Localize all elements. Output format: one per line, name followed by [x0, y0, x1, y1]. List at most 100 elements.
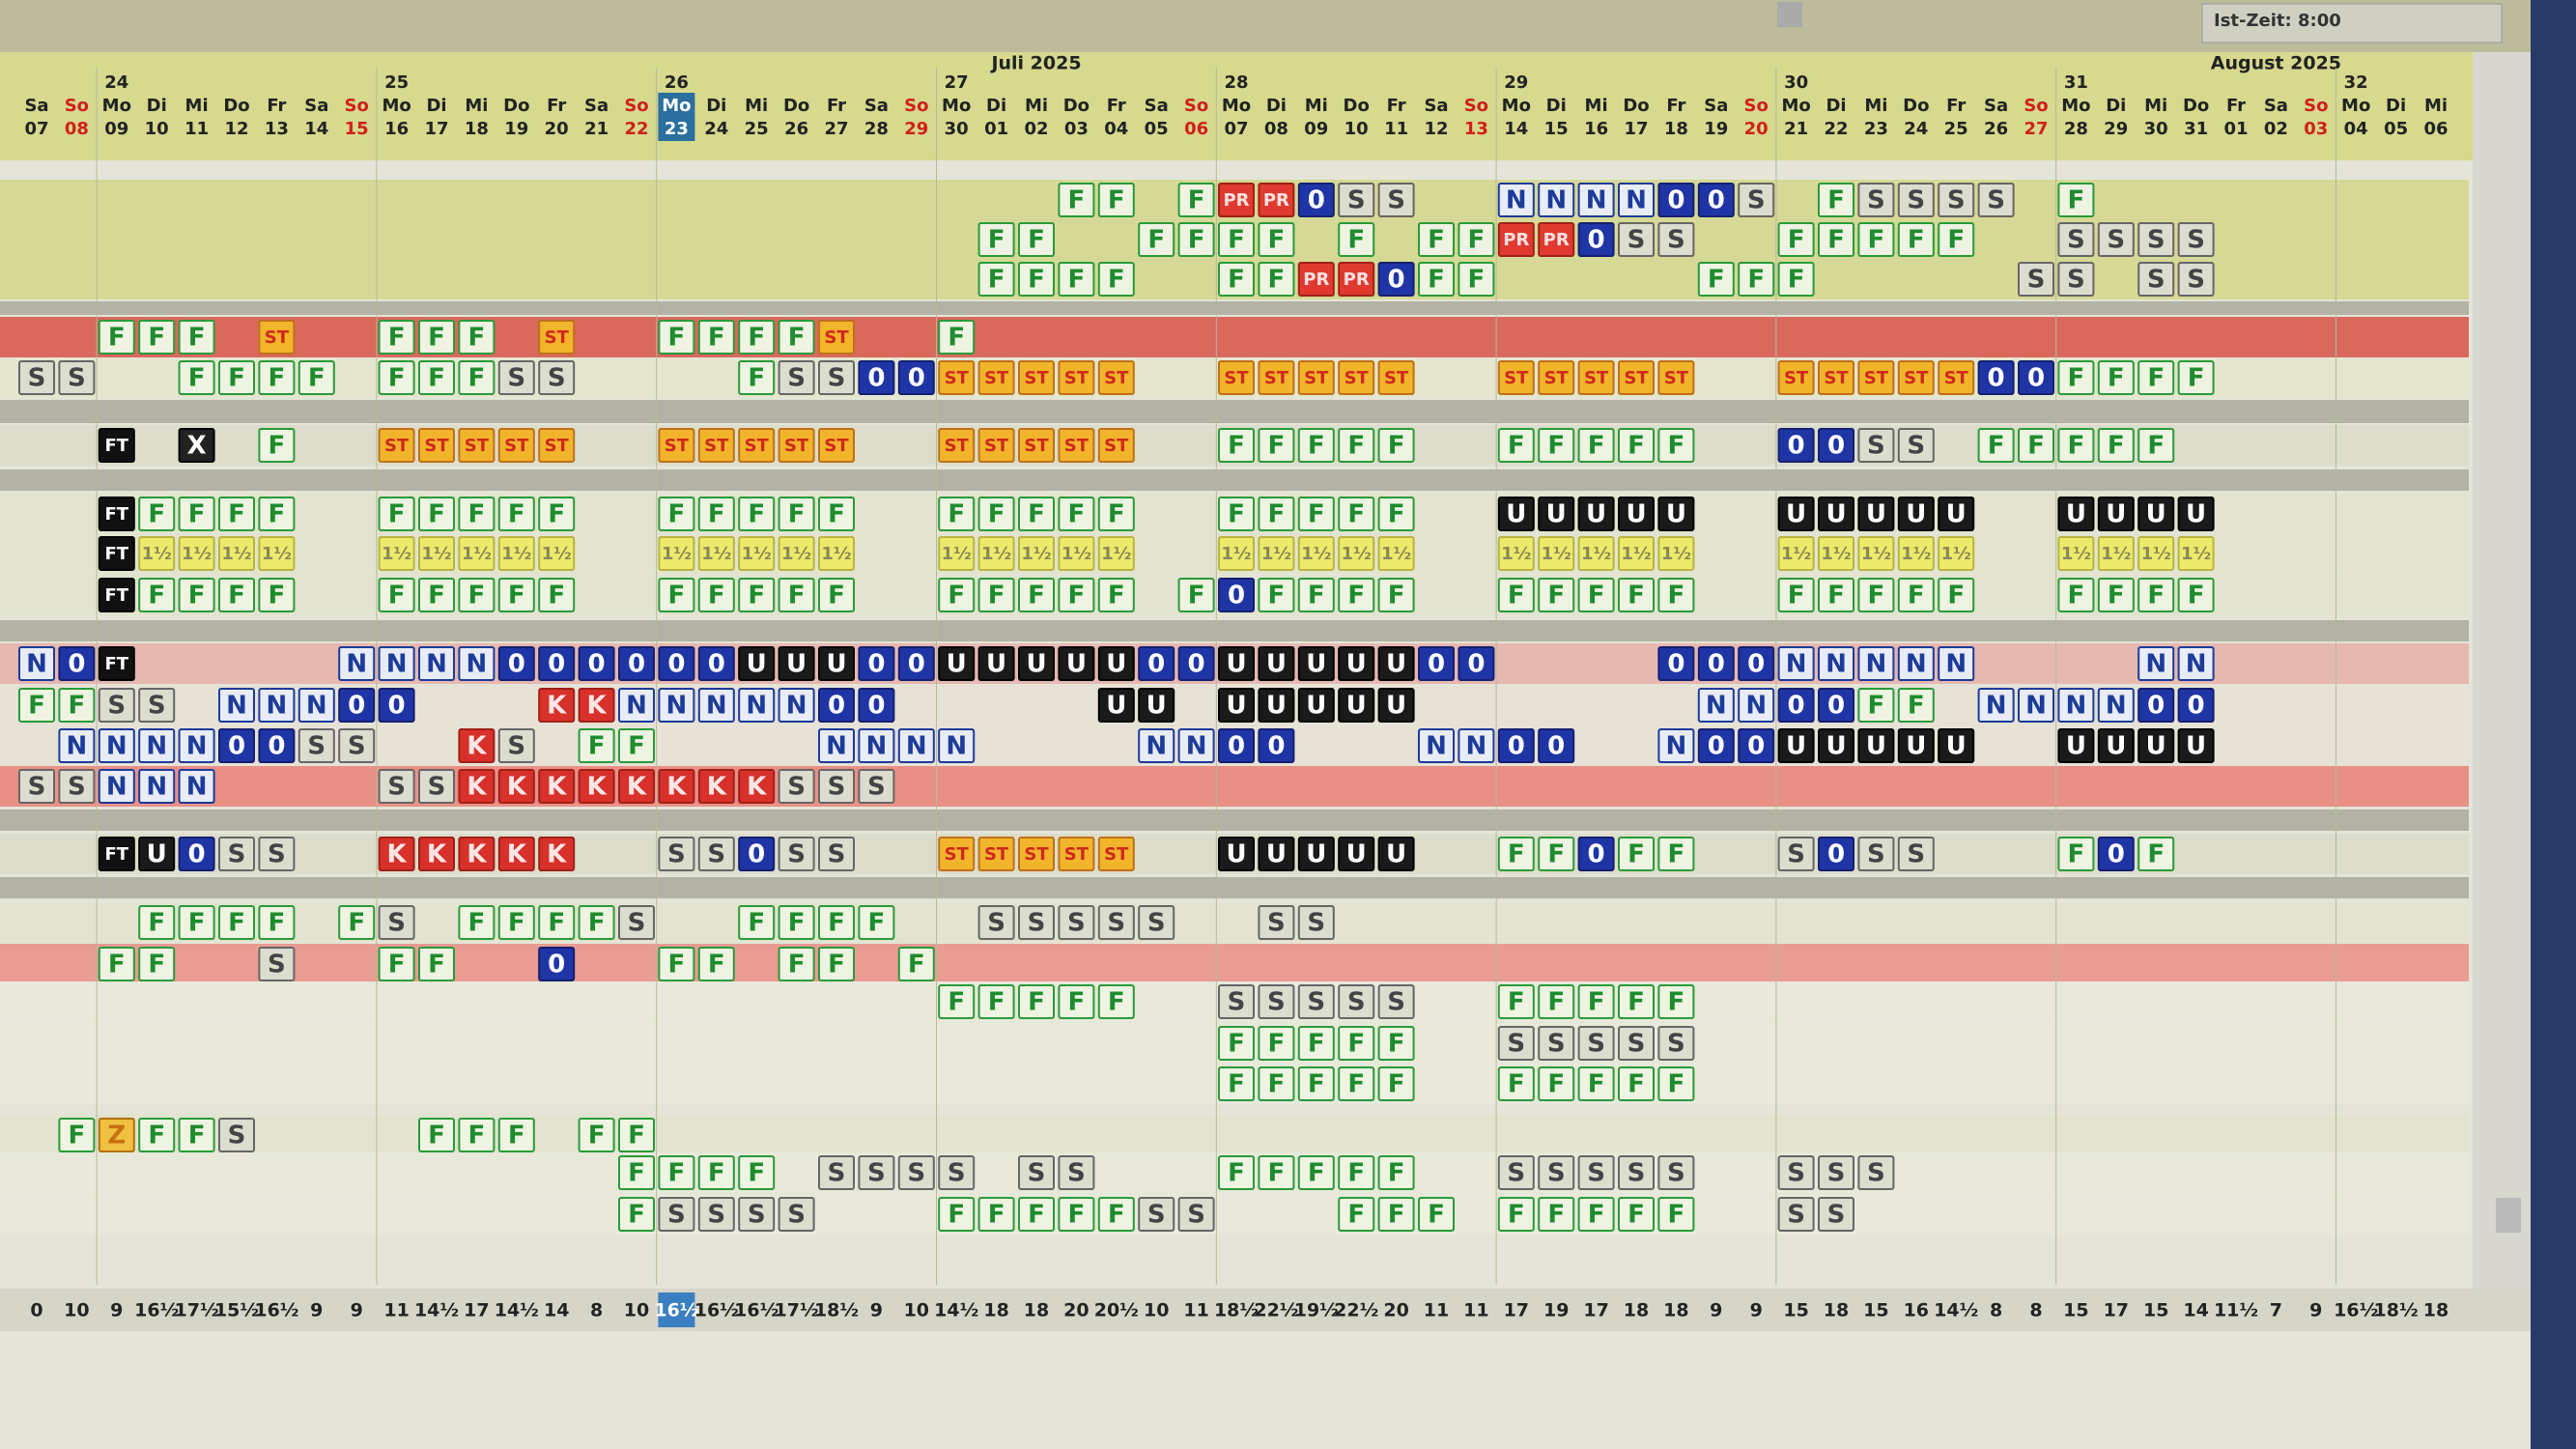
shift-cell: [658, 837, 695, 871]
shift-code: 0: [1547, 732, 1565, 761]
shift-cell: [938, 320, 976, 355]
shift-code: N: [1866, 650, 1887, 679]
shift-code: N: [106, 732, 127, 761]
shift-code: S: [828, 364, 846, 393]
shift-cell: [658, 688, 695, 723]
shift-cell: [1977, 360, 2015, 395]
shift-cell: [418, 769, 455, 804]
shift-cell: [1777, 728, 1815, 763]
shift-code: F: [148, 909, 165, 938]
shift-code: ST: [1104, 844, 1129, 865]
shift-code: N: [1826, 650, 1847, 679]
weekday: Mo: [382, 96, 410, 116]
date: 01: [984, 119, 1008, 139]
shift-code: F: [1347, 1159, 1365, 1188]
shift-code: 0: [1147, 650, 1165, 679]
date: 18: [1664, 119, 1688, 139]
shift-code: F: [2108, 582, 2125, 611]
shift-code: ST: [1944, 368, 1969, 388]
shift-code: F: [2068, 364, 2085, 393]
shift-code: F: [1308, 1030, 1325, 1059]
total-hours: 19½: [1294, 1300, 1339, 1321]
weekday: Sa: [584, 96, 609, 116]
shift-code: F: [1388, 500, 1405, 529]
shift-cell: [1777, 646, 1815, 681]
shift-cell: [658, 428, 695, 463]
shift-cell: [1338, 222, 1375, 257]
shift-cell: [1097, 536, 1135, 571]
week-number: 32: [2344, 72, 2368, 93]
shift-code: U: [1146, 692, 1167, 721]
shift-code: F: [1028, 582, 1045, 611]
total-hours: 14½: [414, 1300, 459, 1321]
toolbar-icon[interactable]: [1777, 2, 1802, 27]
shift-cell: [1297, 183, 1335, 217]
shift-cell: [497, 646, 535, 681]
weekday: So: [2024, 96, 2048, 116]
shift-code: F: [2068, 840, 2085, 869]
shift-code: F: [228, 364, 245, 393]
shift-code: N: [1666, 732, 1687, 761]
shift-cell: [297, 688, 335, 723]
shift-code: F: [1388, 432, 1405, 461]
shift-code: 1½: [1381, 544, 1411, 564]
shift-code: K: [547, 840, 567, 869]
shift-code: S: [1787, 1159, 1805, 1188]
shift-code: 1½: [1342, 544, 1372, 564]
shift-code: ST: [824, 436, 849, 456]
shift-cell: [977, 497, 1015, 531]
shift-cell: [378, 646, 415, 681]
status-box: [2201, 3, 2503, 43]
date: 06: [1184, 119, 1208, 139]
shift-cell: [98, 688, 135, 723]
shift-code: F: [1308, 1070, 1325, 1099]
shift-cell: [1657, 1026, 1695, 1061]
shift-code: 1½: [1542, 544, 1571, 564]
shift-cell: [1497, 984, 1535, 1019]
shift-cell: [858, 360, 895, 395]
weekday: Mo: [1781, 96, 1810, 116]
shift-cell: [658, 578, 695, 612]
shift-cell: [1657, 183, 1695, 217]
shift-code: S: [1827, 1159, 1846, 1188]
shift-code: U: [1346, 840, 1367, 869]
date: 24: [1904, 119, 1928, 139]
shift-cell: [1058, 905, 1095, 940]
shift-cell: [858, 688, 895, 723]
shift-code: K: [747, 773, 767, 802]
shift-code: N: [2106, 692, 2127, 721]
shift-cell: [1097, 646, 1135, 681]
scrollbar[interactable]: [2473, 52, 2531, 1289]
shift-code: U: [1346, 692, 1367, 721]
shift-code: F: [748, 1159, 765, 1188]
shift-cell: [1297, 262, 1335, 297]
shift-code: N: [1426, 732, 1447, 761]
shift-cell: [138, 320, 176, 355]
shift-code: F: [1668, 840, 1685, 869]
shift-code: 0: [2147, 692, 2165, 721]
shift-code: F: [1628, 432, 1645, 461]
week-number: 31: [2064, 72, 2088, 93]
shift-code: 0: [1588, 226, 1605, 255]
shift-cell: [18, 646, 55, 681]
shift-code: F: [388, 500, 406, 529]
shift-cell: [1497, 1197, 1535, 1232]
shift-cell: [738, 497, 776, 531]
shift-code: ST: [784, 436, 809, 456]
shift-code: F: [788, 582, 806, 611]
shift-code: PR: [1263, 190, 1289, 211]
shift-cell: [1777, 497, 1815, 531]
shift-code: FT: [105, 585, 129, 606]
total-hours: 9: [1710, 1300, 1722, 1321]
shift-cell: [1897, 728, 1935, 763]
weekday: Mi: [1305, 96, 1328, 116]
shift-cell: [1258, 183, 1295, 217]
shift-code: ST: [545, 436, 570, 456]
shift-cell: [138, 1118, 176, 1152]
total-hours: 16: [1904, 1300, 1929, 1321]
shift-code: F: [1068, 500, 1086, 529]
shift-code: S: [1867, 432, 1885, 461]
scrollbar-thumb[interactable]: [2496, 1198, 2521, 1233]
shift-code: S: [1507, 1159, 1525, 1188]
shift-cell: [418, 428, 455, 463]
